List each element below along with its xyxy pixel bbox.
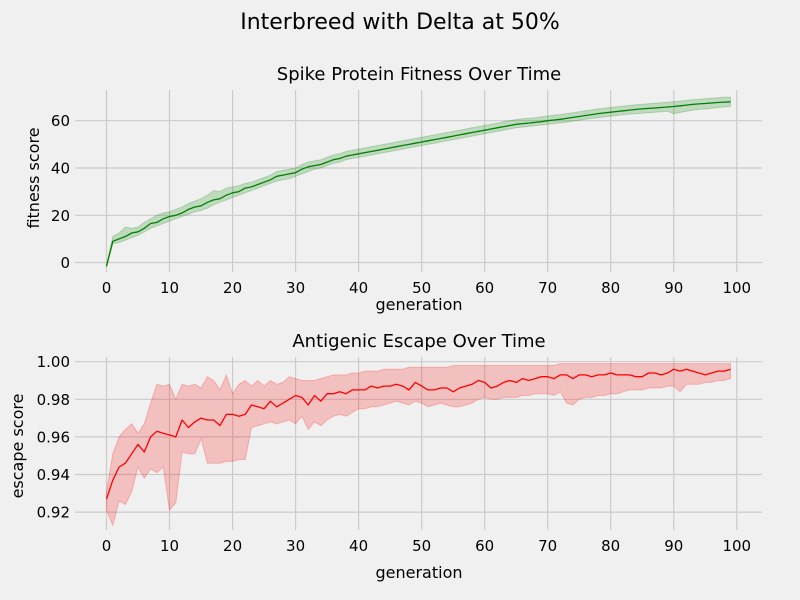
- fitness-x-tick-label: 0: [102, 279, 112, 297]
- fitness-y-tick-label: 20: [51, 207, 70, 225]
- escape-x-tick-label: 60: [475, 537, 494, 555]
- fitness-gridlines: [75, 90, 762, 272]
- escape-x-tick-label: 90: [664, 537, 683, 555]
- fitness-x-tick-label: 20: [223, 279, 242, 297]
- fitness-x-tick-label: 30: [286, 279, 305, 297]
- fitness-y-axis-label: fitness score: [24, 127, 43, 228]
- escape-confidence-band: [106, 363, 731, 527]
- escape-y-tick-label: 0.96: [37, 428, 70, 446]
- fitness-panel: Spike Protein Fitness Over Time generati…: [24, 64, 762, 314]
- escape-x-tick-label: 0: [102, 537, 112, 555]
- escape-x-tick-label: 20: [223, 537, 242, 555]
- escape-y-tick-label: 1.00: [37, 353, 70, 371]
- fitness-mean-line: [105, 101, 731, 267]
- escape-x-tick-label: 70: [538, 537, 557, 555]
- fitness-confidence-band: [106, 96, 731, 268]
- fitness-x-tick-label: 100: [722, 279, 751, 297]
- escape-y-tick-label: 0.92: [37, 504, 70, 522]
- fitness-x-tick-label: 60: [475, 279, 494, 297]
- fitness-x-tick-label: 10: [160, 279, 179, 297]
- escape-x-tick-label: 10: [160, 537, 179, 555]
- escape-panel: Antigenic Escape Over Time generation es…: [8, 331, 762, 582]
- escape-x-tick-label: 40: [349, 537, 368, 555]
- escape-x-tick-label: 100: [722, 537, 751, 555]
- escape-title: Antigenic Escape Over Time: [292, 331, 545, 352]
- escape-x-tick-label: 50: [412, 537, 431, 555]
- fitness-y-tick-label: 0: [60, 254, 70, 272]
- fitness-x-tick-label: 40: [349, 279, 368, 297]
- escape-x-tick-label: 80: [601, 537, 620, 555]
- fitness-title: Spike Protein Fitness Over Time: [277, 64, 561, 85]
- escape-mean-line: [105, 368, 731, 500]
- escape-x-axis-label: generation: [375, 563, 462, 582]
- escape-x-tick-label: 30: [286, 537, 305, 555]
- fitness-y-tick-label: 60: [51, 112, 70, 130]
- escape-y-tick-label: 0.94: [37, 466, 70, 484]
- escape-y-axis-label: escape score: [8, 394, 27, 499]
- escape-y-tick-label: 0.98: [37, 391, 70, 409]
- fitness-x-tick-label: 80: [601, 279, 620, 297]
- escape-gridlines: [75, 357, 762, 530]
- fitness-y-tick-label: 40: [51, 160, 70, 178]
- fitness-x-tick-label: 70: [538, 279, 557, 297]
- fitness-x-tick-label: 90: [664, 279, 683, 297]
- fitness-x-axis-label: generation: [375, 295, 462, 314]
- figure-title: Interbreed with Delta at 50%: [240, 10, 560, 35]
- fitness-x-tick-label: 50: [412, 279, 431, 297]
